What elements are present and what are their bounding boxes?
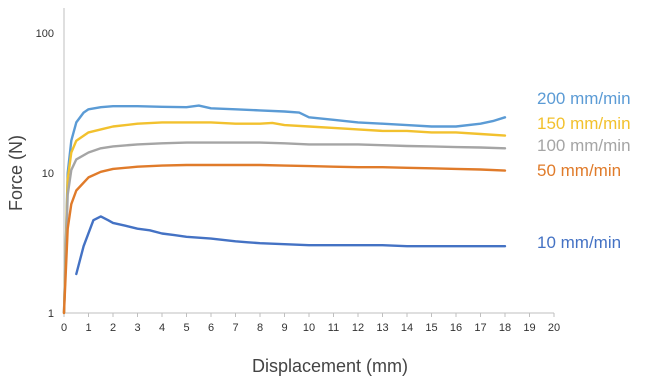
x-tick-label: 9	[281, 322, 287, 334]
series-line-2	[62, 141, 507, 315]
legend-label-3: 50 mm/min	[537, 161, 621, 180]
x-axis-title: Displacement (mm)	[252, 356, 408, 376]
x-tick-label: 16	[450, 322, 462, 334]
x-tick-label: 13	[376, 322, 388, 334]
x-tick-label: 14	[401, 322, 413, 334]
series-line-4	[75, 215, 507, 276]
x-tick-label: 2	[110, 322, 116, 334]
x-tick-label: 8	[257, 322, 263, 334]
x-tick-label: 17	[474, 322, 486, 334]
x-tick-label: 19	[523, 322, 535, 334]
x-tick-label: 7	[232, 322, 238, 334]
legend-label-0: 200 mm/min	[537, 89, 631, 108]
x-tick-label: 5	[183, 322, 189, 334]
x-tick-label: 11	[328, 322, 339, 334]
series-line-3	[62, 163, 507, 315]
x-tick-label: 15	[425, 322, 437, 334]
series-line-1	[62, 121, 507, 315]
series-line-0	[62, 104, 507, 315]
legend: 200 mm/min 150 mm/min 100 mm/min 50 mm/min 1…	[537, 89, 631, 252]
y-axis-title: Force (N)	[6, 135, 26, 211]
series-layer	[62, 104, 507, 315]
x-tick-label: 0	[61, 322, 67, 334]
x-tick-label: 4	[159, 322, 165, 334]
x-tick-label: 3	[134, 322, 140, 334]
y-tick-label: 1	[48, 308, 54, 320]
y-tick-label: 100	[36, 28, 54, 40]
x-tick-label: 20	[548, 322, 560, 334]
x-tick-label: 10	[303, 322, 315, 334]
legend-label-2: 100 mm/min	[537, 136, 631, 155]
x-tick-label: 12	[352, 322, 364, 334]
x-tick-label: 6	[208, 322, 214, 334]
x-tick-label: 18	[499, 322, 511, 334]
y-tick-label: 10	[42, 168, 54, 180]
legend-label-4: 10 mm/min	[537, 233, 621, 252]
legend-label-1: 150 mm/min	[537, 114, 631, 133]
x-tick-label: 1	[85, 322, 91, 334]
